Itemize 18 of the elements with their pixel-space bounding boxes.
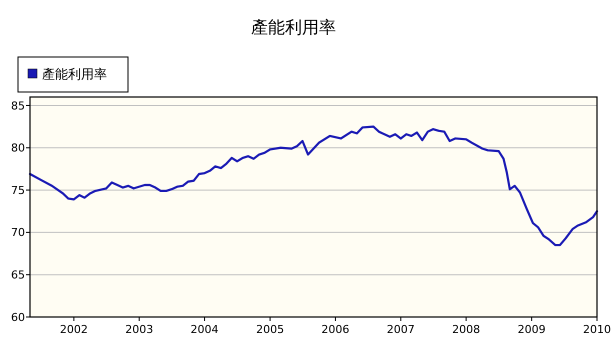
x-tick-label: 2008 [452, 323, 480, 336]
y-tick-label: 70 [11, 226, 25, 240]
x-tick-label: 2005 [256, 323, 284, 336]
x-tick-label: 2002 [60, 323, 88, 336]
chart-title: 產能利用率 [251, 18, 336, 38]
y-tick-label: 75 [11, 184, 25, 197]
y-tick-label: 60 [11, 310, 25, 324]
y-tick-label: 85 [11, 99, 25, 112]
y-tick-label: 80 [11, 142, 25, 155]
legend-label: 產能利用率 [42, 66, 107, 83]
x-tick-label: 2006 [321, 323, 350, 336]
x-tick-label: 2004 [190, 323, 219, 336]
x-tick-label: 2003 [125, 323, 154, 336]
line-series [28, 126, 598, 246]
x-tick-label: 2009 [518, 323, 546, 336]
y-tick-label: 65 [11, 268, 25, 282]
x-tick-label: 2010 [583, 323, 611, 336]
x-tick-label: 2007 [386, 323, 415, 336]
